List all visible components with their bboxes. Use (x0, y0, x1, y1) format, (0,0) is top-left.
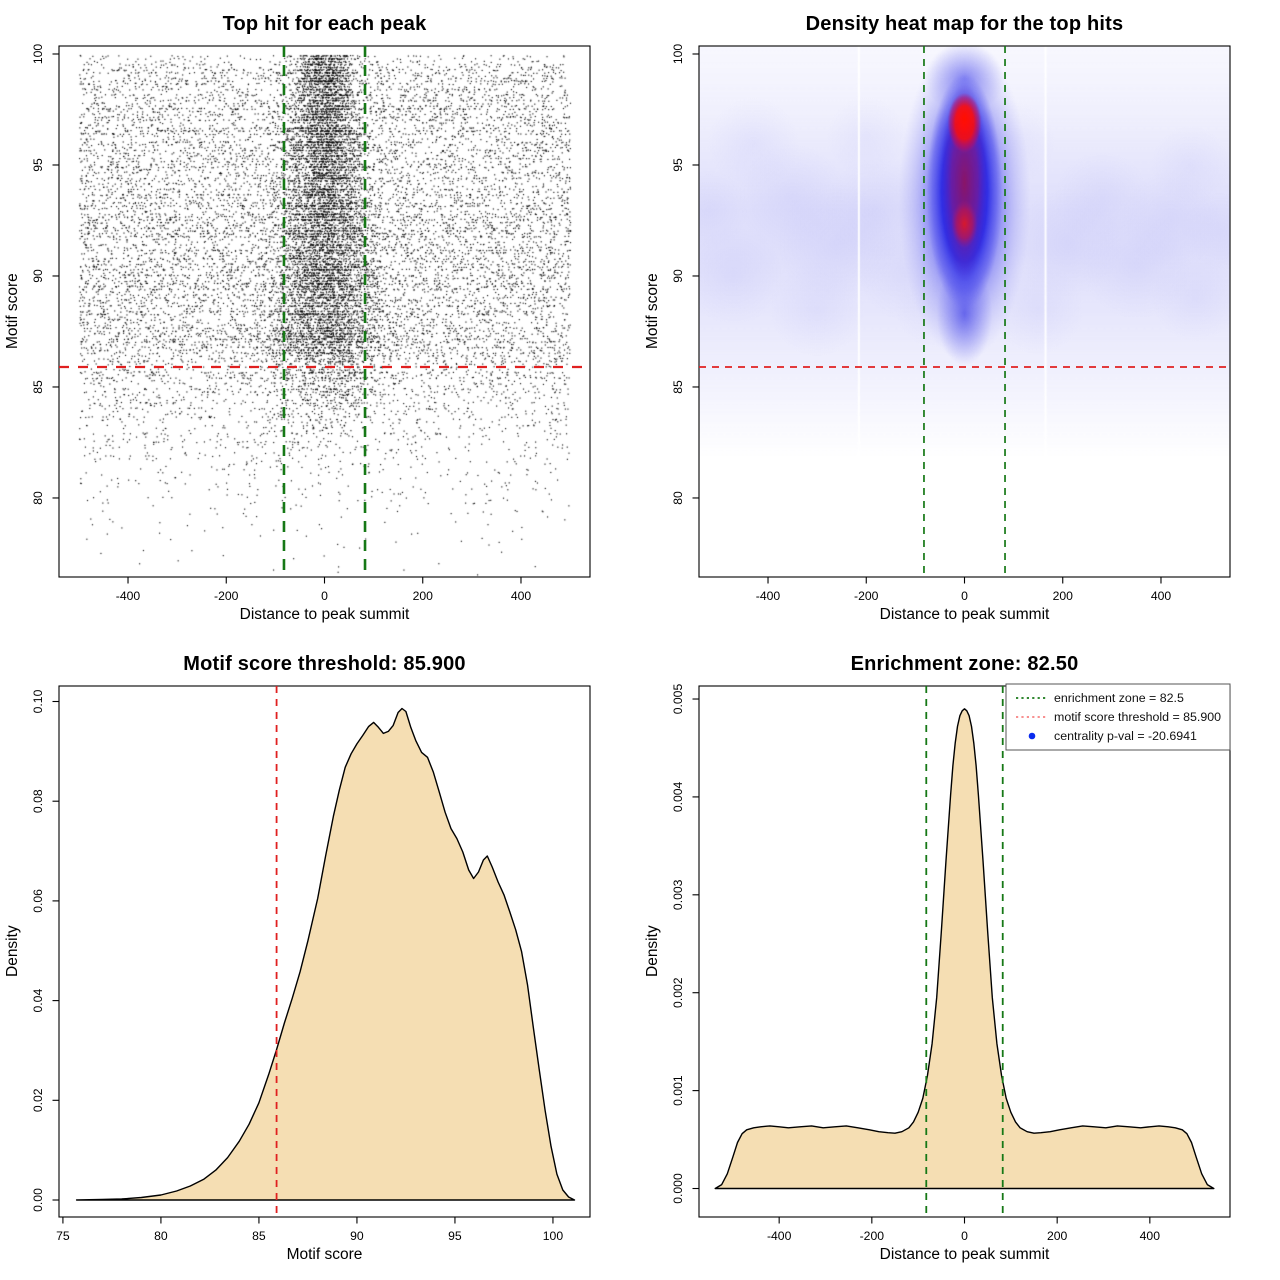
x-tick-label: -200 (214, 589, 239, 603)
y-tick-label: 0.06 (31, 889, 45, 913)
y-tick-label: 0.003 (671, 879, 685, 910)
x-axis-label: Motif score (286, 1246, 363, 1263)
x-tick-label: 90 (350, 1229, 364, 1243)
distance-density-overlay: -400 -200 0 200 400 0.000 0.001 0.002 0.003 0.004… (671, 683, 1231, 1243)
x-tick-label: 200 (1047, 1229, 1068, 1243)
y-axis-label: Density (644, 925, 661, 978)
plot-box (58, 685, 591, 1218)
heatmap-axes-overlay: -400 -200 0 200 400 80 85 90 95 100 (671, 44, 1231, 603)
y-tick-label: 95 (671, 158, 685, 172)
y-tick-label: 0.000 (671, 1173, 685, 1204)
x-tick-label: 0 (961, 1229, 968, 1243)
x-tick-label: -200 (854, 589, 879, 603)
y-tick-label: 100 (31, 44, 45, 65)
y-tick-label: 0.02 (31, 1088, 45, 1112)
y-tick-label: 90 (31, 269, 45, 283)
y-tick-label: 0.00 (31, 1188, 45, 1212)
y-tick-label: 0.10 (31, 689, 45, 713)
x-tick-label: 85 (252, 1229, 266, 1243)
x-tick-label: 80 (154, 1229, 168, 1243)
plot-title: Density heat map for the top hits (805, 13, 1124, 35)
motif-density-overlay: 75 80 85 90 95 100 0.00 0.02 0.04 0.06 0.08 0.10 (31, 685, 591, 1243)
x-tick-label: -400 (756, 589, 781, 603)
legend-label-0: enrichment zone = 82.5 (1054, 691, 1184, 705)
x-tick-label: 100 (543, 1229, 564, 1243)
panel-distance-density: -400 -200 0 200 400 0.000 0.001 0.002 0.003 0.004… (640, 640, 1280, 1280)
heatmap-canvas (640, 0, 1280, 640)
x-tick-label: 95 (448, 1229, 462, 1243)
y-tick-label: 0.004 (671, 781, 685, 812)
x-tick-label: -400 (116, 589, 141, 603)
y-axis-label: Motif score (4, 273, 21, 350)
x-tick-label: 400 (511, 589, 532, 603)
x-tick-label: 400 (1151, 589, 1172, 603)
y-tick-label: 0.002 (671, 977, 685, 1008)
legend-label-2: centrality p-val = -20.6941 (1054, 729, 1197, 743)
x-tick-label: 200 (413, 589, 434, 603)
y-tick-label: 90 (671, 269, 685, 283)
panel-motif-score-density: 75 80 85 90 95 100 0.00 0.02 0.04 0.06 0.08 0.10 Mo… (0, 640, 640, 1280)
legend-marker-2 (1028, 732, 1036, 740)
y-tick-label: 80 (671, 491, 685, 505)
density-curve (75, 707, 576, 1201)
x-tick-label: 0 (961, 589, 968, 603)
y-tick-label: 0.08 (31, 789, 45, 813)
x-tick-label: -200 (860, 1229, 885, 1243)
plot-title: Top hit for each peak (222, 13, 427, 35)
y-tick-label: 0.04 (31, 989, 45, 1013)
plot-box (698, 45, 1231, 578)
plot-title: Enrichment zone: 82.50 (850, 653, 1079, 675)
y-tick-label: 0.005 (671, 684, 685, 715)
x-tick-label: 0 (321, 589, 328, 603)
y-axis-label: Density (4, 925, 21, 978)
y-tick-label: 85 (31, 380, 45, 394)
y-tick-label: 95 (31, 158, 45, 172)
y-tick-label: 0.001 (671, 1075, 685, 1106)
density-curve (714, 708, 1215, 1190)
y-tick-label: 80 (31, 491, 45, 505)
x-tick-label: 75 (56, 1229, 70, 1243)
panel-scatter-top-hits: -400 -200 0 200 400 80 85 90 95 100 Top hit for e… (0, 0, 640, 640)
y-tick-label: 100 (671, 44, 685, 65)
x-tick-label: 400 (1140, 1229, 1161, 1243)
x-tick-label: 200 (1053, 589, 1074, 603)
scatter-canvas (0, 0, 640, 640)
x-axis-label: Distance to peak summit (879, 606, 1050, 623)
y-tick-label: 85 (671, 380, 685, 394)
plot-box (58, 45, 591, 578)
legend-label-1: motif score threshold = 85.900 (1054, 710, 1221, 724)
panel-density-heatmap: -400 -200 0 200 400 80 85 90 95 100 Density heat … (640, 0, 1280, 640)
y-axis-label: Motif score (644, 273, 661, 350)
plot-title: Motif score threshold: 85.900 (183, 653, 466, 675)
scatter-axes-overlay: -400 -200 0 200 400 80 85 90 95 100 (31, 44, 591, 603)
x-axis-label: Distance to peak summit (879, 1246, 1050, 1263)
x-axis-label: Distance to peak summit (239, 606, 410, 623)
x-tick-label: -400 (767, 1229, 792, 1243)
